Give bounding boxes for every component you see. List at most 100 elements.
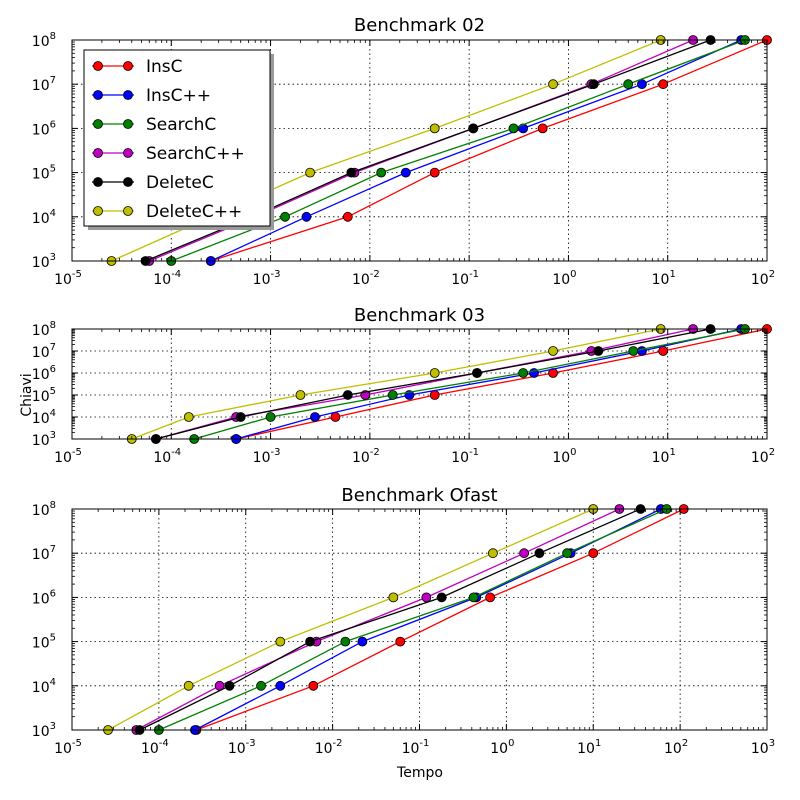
series-line-inscpp [210,39,742,262]
data-point [308,680,319,691]
data-point [280,211,290,222]
plot-frame [71,328,768,440]
y-tick-label: 104 [32,208,56,227]
legend-marker [93,61,103,71]
data-point [387,390,398,400]
x-tick-label: 10-3 [253,269,281,288]
data-point [395,636,406,647]
y-tick-label: 107 [32,342,56,361]
x-tick-label: 101 [652,447,676,466]
data-point [357,636,368,647]
legend-marker [93,119,103,129]
y-tick-label: 103 [32,721,56,740]
data-point [224,680,235,691]
data-point [658,346,669,356]
data-point [519,548,530,559]
data-point [548,346,558,356]
data-point [183,680,194,691]
y-tick-label: 108 [32,320,56,339]
data-point [588,79,599,90]
legend-marker [93,90,103,100]
legend-box [83,49,271,227]
series-line-deletec [155,328,711,440]
y-tick-label: 108 [32,500,56,519]
data-point [376,167,387,178]
x-tick-label: 10-2 [315,738,343,757]
series-line-searchcpp [155,328,694,440]
plot-frame [71,39,768,262]
data-point [388,592,399,603]
data-point [429,167,440,178]
x-axis-label: Tempo [396,765,443,781]
data-point [400,167,411,178]
x-tick-label: 10-4 [153,269,181,288]
data-point [468,123,479,134]
series-line-searchc [158,508,667,731]
y-tick-label: 107 [32,544,56,563]
data-point [295,390,306,400]
x-tick-label: 102 [751,447,775,466]
data-point [468,592,479,603]
data-point [429,390,440,400]
data-point [534,548,545,559]
x-tick-label: 10-1 [451,447,479,466]
legend-marker [123,119,133,129]
legend-label: SearchC++ [146,144,245,164]
data-point [562,548,572,559]
legend-marker [123,206,133,216]
data-point [658,79,669,90]
legend-marker [123,177,133,187]
y-tick-label: 106 [32,119,56,138]
data-point [310,412,320,422]
y-tick-label: 104 [32,408,56,427]
x-tick-label: 10-5 [54,738,82,757]
x-tick-label: 10-1 [402,738,430,757]
x-tick-label: 10-4 [153,447,181,466]
series-line-searchc [193,328,746,440]
x-tick-label: 101 [652,269,676,288]
data-point [235,412,246,422]
series-line-inscpp [194,508,662,731]
y-tick-label: 105 [32,386,56,405]
y-tick-label: 103 [32,252,56,271]
data-point [518,368,529,378]
series-line-searchcpp [136,508,620,731]
data-point [628,346,639,356]
series-line-deletecpp [131,328,661,440]
x-tick-label: 10-2 [352,269,380,288]
x-tick-label: 10-5 [54,447,82,466]
legend-marker [93,177,103,187]
chart-title: Benchmark 03 [354,305,485,326]
data-point [488,548,498,559]
x-tick-label: 102 [664,738,688,757]
legend-marker [123,148,133,158]
data-point [342,390,353,400]
series-line-insc [196,508,685,731]
x-tick-label: 103 [751,738,775,757]
legend-marker [123,90,133,100]
data-point [342,211,353,222]
data-point [330,412,341,422]
data-point [588,548,599,559]
x-tick-label: 10-3 [253,447,281,466]
legend-marker [93,206,103,216]
data-point [436,592,447,603]
legend-label: DeleteC [146,173,214,193]
data-point [256,680,266,691]
data-point [340,636,351,647]
data-point [275,636,286,647]
x-tick-label: 10-4 [141,738,169,757]
data-point [429,123,440,134]
legend-label: DeleteC++ [146,202,242,222]
data-point [183,412,194,422]
x-tick-label: 10-3 [228,738,256,757]
data-point [301,211,312,222]
y-tick-label: 106 [32,364,56,383]
y-tick-label: 107 [32,75,56,94]
data-point [548,79,558,90]
x-tick-label: 100 [490,738,514,757]
series-line-deletec [139,508,641,731]
y-tick-label: 106 [32,588,56,607]
data-point [508,123,519,134]
